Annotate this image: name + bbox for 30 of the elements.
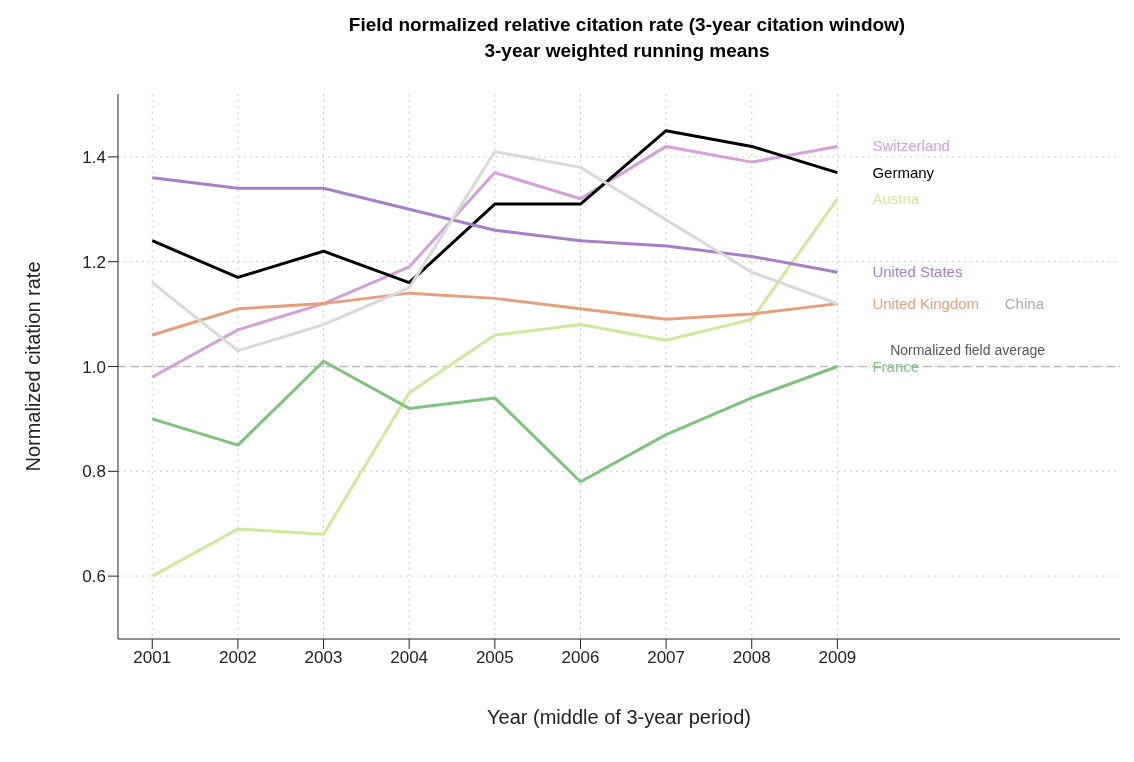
x-tick-label: 2003 xyxy=(304,648,343,668)
chart-title: Field normalized relative citation rate (3-year citation window) xyxy=(347,13,907,37)
text: Austria xyxy=(872,189,920,207)
x-tick-label: 2005 xyxy=(475,648,514,668)
text: United Kingdom xyxy=(872,294,980,312)
chart-subtitle: 3-year weighted running means xyxy=(483,39,771,63)
x-tick-label: 2002 xyxy=(218,648,257,668)
y-tick-label: 1.2 xyxy=(82,252,106,272)
y-tick-label: 1.0 xyxy=(82,357,106,377)
line-series xyxy=(150,129,839,285)
text: China xyxy=(1004,294,1045,312)
y-tick-label: 0.8 xyxy=(82,462,106,482)
x-tick-label: 2007 xyxy=(647,648,686,668)
x-tick-label: 2008 xyxy=(732,648,771,668)
x-tick-label: 2004 xyxy=(390,648,429,668)
text: Switzerland xyxy=(872,137,950,155)
text: France xyxy=(872,357,920,375)
y-tick-label: 1.4 xyxy=(82,147,106,167)
line-series xyxy=(150,197,839,578)
line-series xyxy=(150,176,839,274)
text: United States xyxy=(872,263,963,281)
x-tick-label: 2006 xyxy=(561,648,600,668)
x-axis-title: Year (middle of 3-year period) xyxy=(487,706,751,728)
text: Germany xyxy=(872,163,935,181)
x-tick-label: 2009 xyxy=(818,648,857,668)
line-series xyxy=(150,359,839,484)
y-tick-label: 0.6 xyxy=(82,567,106,587)
y-axis-title: Normalized citation rate xyxy=(22,261,45,472)
ref-line-label: Normalized field average xyxy=(890,342,1046,359)
x-tick-label: 2001 xyxy=(133,648,172,668)
